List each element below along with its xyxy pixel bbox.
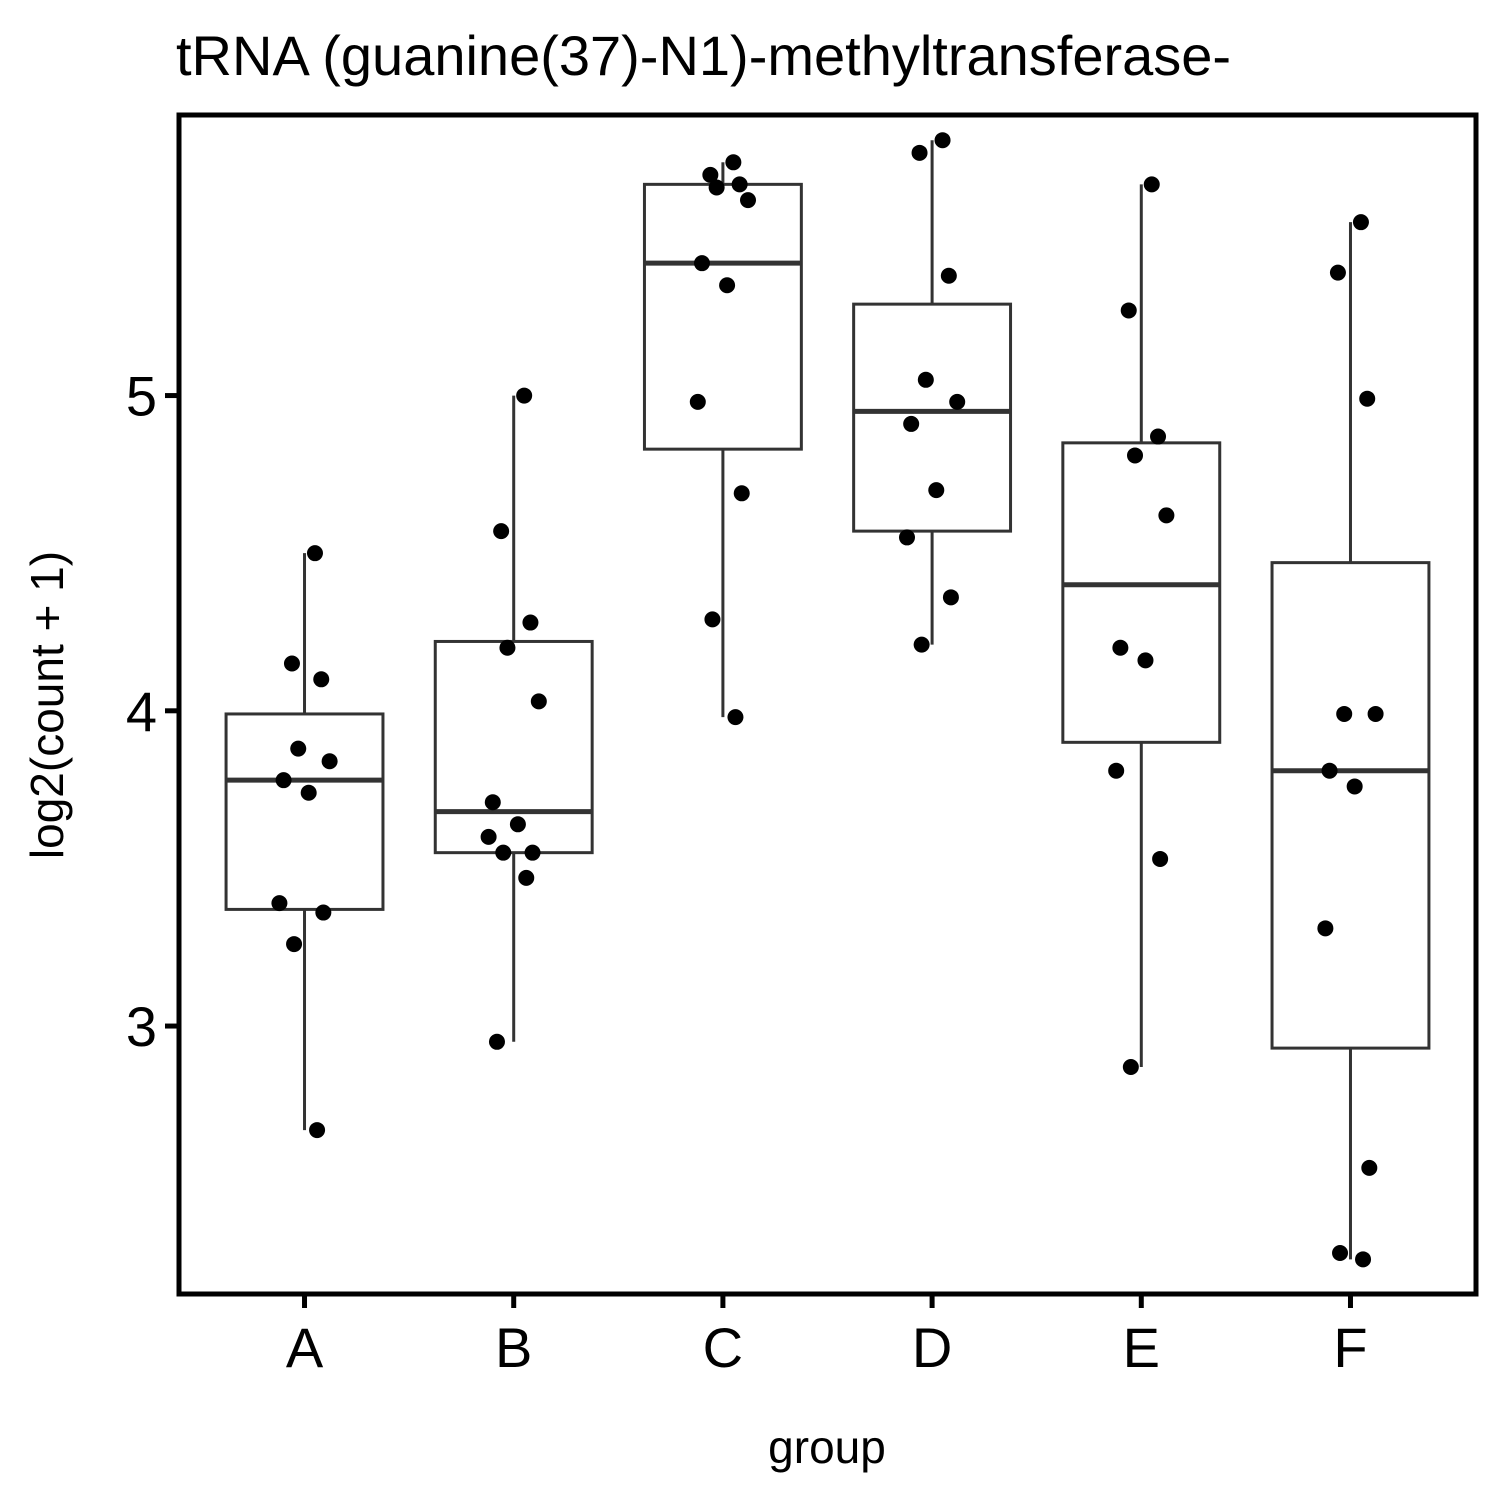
- data-point-b: [530, 693, 547, 710]
- x-tick-label: C: [703, 1316, 743, 1379]
- y-tick-label: 3: [126, 995, 157, 1058]
- box-b: [433, 639, 594, 855]
- data-point-f: [1361, 1159, 1378, 1176]
- data-point-a: [321, 753, 338, 770]
- data-point-a: [275, 772, 292, 789]
- data-point-f: [1317, 920, 1334, 937]
- data-point-c: [708, 179, 725, 196]
- x-tick-label: A: [286, 1316, 324, 1379]
- data-point-f: [1346, 778, 1363, 795]
- data-point-f: [1336, 705, 1353, 722]
- data-point-e: [1127, 447, 1144, 464]
- data-point-b: [509, 816, 526, 833]
- data-point-a: [286, 936, 303, 953]
- data-point-c: [727, 709, 744, 726]
- data-point-f: [1359, 390, 1376, 407]
- data-point-b: [524, 844, 541, 861]
- data-point-e: [1158, 507, 1175, 524]
- data-point-a: [283, 655, 300, 672]
- data-point-a: [306, 545, 323, 562]
- box-e: [1061, 441, 1222, 744]
- data-point-c: [733, 485, 750, 502]
- data-point-e: [1122, 1059, 1139, 1076]
- data-point-d: [903, 415, 920, 432]
- data-point-d: [917, 371, 934, 388]
- data-point-b: [493, 523, 510, 540]
- data-point-c: [704, 611, 721, 628]
- data-point-d: [934, 132, 951, 149]
- data-point-d: [942, 589, 959, 606]
- data-point-b: [518, 869, 535, 886]
- data-point-d: [913, 636, 930, 653]
- x-tick-label: E: [1123, 1316, 1160, 1379]
- data-point-a: [271, 895, 288, 912]
- data-point-d: [940, 267, 957, 284]
- data-point-c: [719, 277, 736, 294]
- x-tick-label: F: [1333, 1316, 1367, 1379]
- x-tick-label: D: [912, 1316, 952, 1379]
- data-point-c: [693, 255, 710, 272]
- data-point-c: [740, 192, 757, 209]
- data-point-f: [1367, 705, 1384, 722]
- panel-border: [176, 112, 1479, 1297]
- data-point-e: [1108, 762, 1125, 779]
- data-point-a: [309, 1122, 326, 1139]
- box-a: [224, 712, 385, 911]
- axes: 3 4 5 A B C D E F: [126, 365, 1368, 1379]
- data-point-e: [1112, 639, 1129, 656]
- data-point-e: [1143, 176, 1160, 193]
- y-tick-label: 5: [126, 365, 157, 428]
- data-point-c: [702, 166, 719, 183]
- box-c: [642, 182, 803, 451]
- data-point-d: [949, 393, 966, 410]
- data-point-f: [1329, 264, 1346, 281]
- data-point-b: [495, 844, 512, 861]
- data-point-b: [480, 828, 497, 845]
- data-point-f: [1321, 762, 1338, 779]
- data-point-c: [731, 176, 748, 193]
- plot-area: [224, 132, 1431, 1268]
- data-point-e: [1137, 652, 1154, 669]
- data-point-b: [499, 639, 516, 656]
- data-point-f: [1352, 214, 1369, 231]
- data-point-e: [1120, 302, 1137, 319]
- data-point-d: [898, 529, 915, 546]
- data-point-c: [689, 393, 706, 410]
- data-point-a: [290, 740, 307, 757]
- data-point-d: [911, 144, 928, 161]
- data-point-b: [516, 387, 533, 404]
- data-point-f: [1355, 1251, 1372, 1268]
- box-f: [1270, 561, 1431, 1050]
- y-tick-label: 4: [126, 680, 157, 743]
- data-point-c: [725, 154, 742, 171]
- data-point-a: [300, 784, 317, 801]
- data-point-b: [488, 1033, 505, 1050]
- x-axis-title: group: [768, 1421, 886, 1473]
- chart-title: tRNA (guanine(37)-N1)-methyltransferase-: [176, 24, 1231, 87]
- box-d: [852, 302, 1013, 533]
- data-point-e: [1150, 428, 1167, 445]
- data-point-e: [1152, 850, 1169, 867]
- data-point-b: [522, 614, 539, 631]
- data-point-b: [484, 794, 501, 811]
- data-point-a: [315, 904, 332, 921]
- data-point-a: [313, 671, 330, 688]
- x-tick-label: B: [495, 1316, 532, 1379]
- data-point-d: [928, 482, 945, 499]
- data-point-f: [1332, 1245, 1349, 1262]
- y-axis-title: log2(count + 1): [21, 551, 73, 859]
